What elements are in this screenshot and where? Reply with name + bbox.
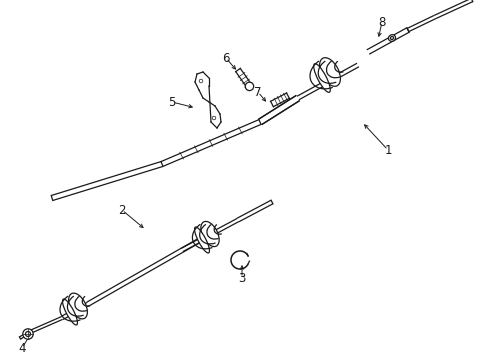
Ellipse shape bbox=[201, 221, 219, 247]
Ellipse shape bbox=[387, 35, 395, 41]
Circle shape bbox=[25, 332, 30, 337]
Ellipse shape bbox=[389, 36, 393, 40]
Text: 6: 6 bbox=[222, 51, 229, 64]
Ellipse shape bbox=[313, 64, 329, 92]
Text: 3: 3 bbox=[238, 271, 245, 284]
Text: 4: 4 bbox=[18, 342, 26, 355]
Text: 5: 5 bbox=[168, 95, 175, 108]
Text: 2: 2 bbox=[118, 203, 125, 216]
Ellipse shape bbox=[194, 227, 209, 253]
Ellipse shape bbox=[319, 58, 340, 86]
Text: 1: 1 bbox=[384, 144, 391, 157]
Circle shape bbox=[199, 79, 203, 83]
Circle shape bbox=[212, 116, 215, 120]
Circle shape bbox=[23, 329, 33, 339]
Ellipse shape bbox=[68, 293, 87, 319]
Text: 7: 7 bbox=[254, 85, 261, 99]
Circle shape bbox=[245, 82, 253, 91]
Text: 8: 8 bbox=[378, 15, 385, 28]
Ellipse shape bbox=[62, 299, 77, 325]
